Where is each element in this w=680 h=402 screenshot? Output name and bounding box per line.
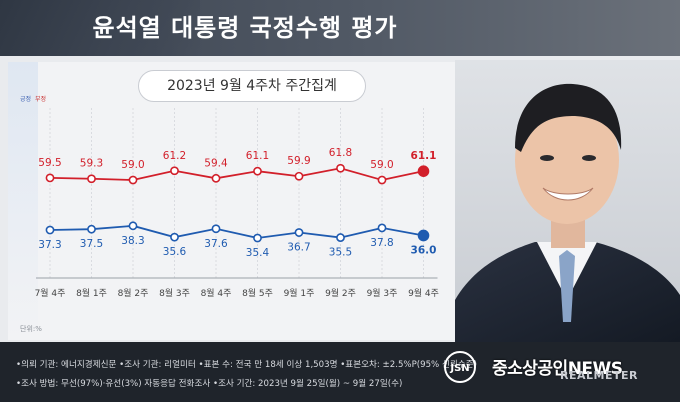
- positive-point: [45, 225, 55, 235]
- x-tick-label: 9월 1주: [284, 287, 315, 299]
- x-tick-label: 8월 1주: [76, 287, 107, 299]
- x-tick-label: 8월 4주: [201, 287, 232, 299]
- negative-value-label: 59.5: [38, 157, 61, 169]
- page-title: 윤석열 대통령 국정수행 평가: [92, 14, 398, 42]
- unit-label: 단위:%: [20, 325, 42, 333]
- positive-value-label: 36.7: [287, 242, 310, 254]
- positive-series-line: [49, 224, 424, 239]
- positive-point: [294, 228, 304, 237]
- president-photo: [455, 60, 680, 342]
- svg-text:JSN: JSN: [449, 363, 469, 374]
- negative-point: [45, 173, 55, 183]
- footer: •의뢰 기관: 에너지경제신문 •조사 기관: 리얼미터 •표본 수: 전국 만…: [0, 342, 680, 402]
- footer-line-2: •조사 방법: 무선(97%)·유선(3%) 자동응답 전화조사 •조사 기간:…: [16, 379, 403, 389]
- negative-value-label: 59.0: [121, 159, 144, 171]
- negative-value-label: 61.2: [163, 150, 186, 162]
- negative-point: [294, 171, 304, 181]
- negative-point: [253, 166, 262, 176]
- chart-panel: [8, 62, 492, 340]
- positive-value-label: 37.5: [80, 238, 103, 250]
- positive-value-label: 37.3: [38, 239, 61, 251]
- negative-value-label: 59.4: [204, 157, 228, 169]
- news-logo-text: 중소상공인NEWS: [492, 359, 623, 379]
- positive-point: [253, 233, 262, 243]
- legend: 긍정 부정: [20, 94, 48, 103]
- negative-value-label: 59.3: [80, 158, 103, 170]
- positive-value-label: 37.6: [204, 238, 228, 250]
- news-logo: JSN 중소상공인NEWS: [440, 350, 680, 384]
- legend-negative: 부정: [34, 96, 47, 103]
- negative-point: [211, 173, 221, 183]
- footer-line-1: •의뢰 기관: 에너지경제신문 •조사 기관: 리얼미터 •표본 수: 전국 만…: [16, 360, 477, 370]
- positive-point: [211, 224, 221, 234]
- x-tick-label: 9월 4주: [408, 287, 439, 299]
- negative-point: [87, 174, 96, 184]
- x-tick-label: 9월 2주: [325, 287, 356, 299]
- negative-value-label: 59.9: [287, 155, 310, 167]
- panel-stripe: [8, 62, 38, 340]
- negative-point: [170, 166, 179, 176]
- negative-series-line: [49, 167, 424, 181]
- positive-value-label: 38.3: [121, 235, 144, 247]
- title-accent: [0, 0, 200, 56]
- title-bar: 윤석열 대통령 국정수행 평가: [0, 0, 680, 56]
- x-tick-label: 8월 3주: [159, 287, 190, 299]
- negative-point: [336, 163, 345, 173]
- positive-value-label: 35.6: [163, 246, 187, 258]
- x-tick-label: 8월 5주: [242, 287, 273, 299]
- positive-point: [377, 223, 387, 233]
- negative-value-label: 61.1: [411, 150, 437, 162]
- negative-point: [128, 175, 138, 185]
- realmeter-logo: REALMETER: [560, 369, 638, 382]
- positive-point: [170, 232, 179, 242]
- chart-subtitle: 2023년 9월 4주차 주간집계: [138, 70, 366, 102]
- negative-value-label: 61.8: [329, 147, 352, 159]
- positive-value-label: 35.5: [329, 247, 352, 259]
- x-tick-label: 8월 2주: [118, 287, 149, 299]
- x-tick-label: 9월 3주: [367, 287, 398, 299]
- negative-point: [417, 165, 430, 177]
- negative-point: [377, 175, 387, 185]
- x-tick-label: 7월 4주: [35, 287, 66, 299]
- negative-value-label: 61.1: [246, 150, 269, 162]
- positive-point: [336, 233, 345, 242]
- legend-positive: 긍정: [20, 96, 32, 103]
- positive-value-label: 37.8: [370, 237, 393, 249]
- negative-value-label: 59.0: [370, 159, 393, 171]
- positive-value-label: 35.4: [246, 247, 270, 259]
- approval-line-chart: 7월 4주 8월 1주 8월 2주 8월 3주 8월 4주 8월 5주 9월 1주 9월 2주…: [35, 108, 439, 299]
- jsn-logo-icon: JSN: [444, 351, 476, 383]
- positive-point: [87, 224, 96, 234]
- positive-value-label: 36.0: [411, 244, 437, 256]
- positive-point: [417, 229, 430, 242]
- positive-point: [128, 221, 138, 231]
